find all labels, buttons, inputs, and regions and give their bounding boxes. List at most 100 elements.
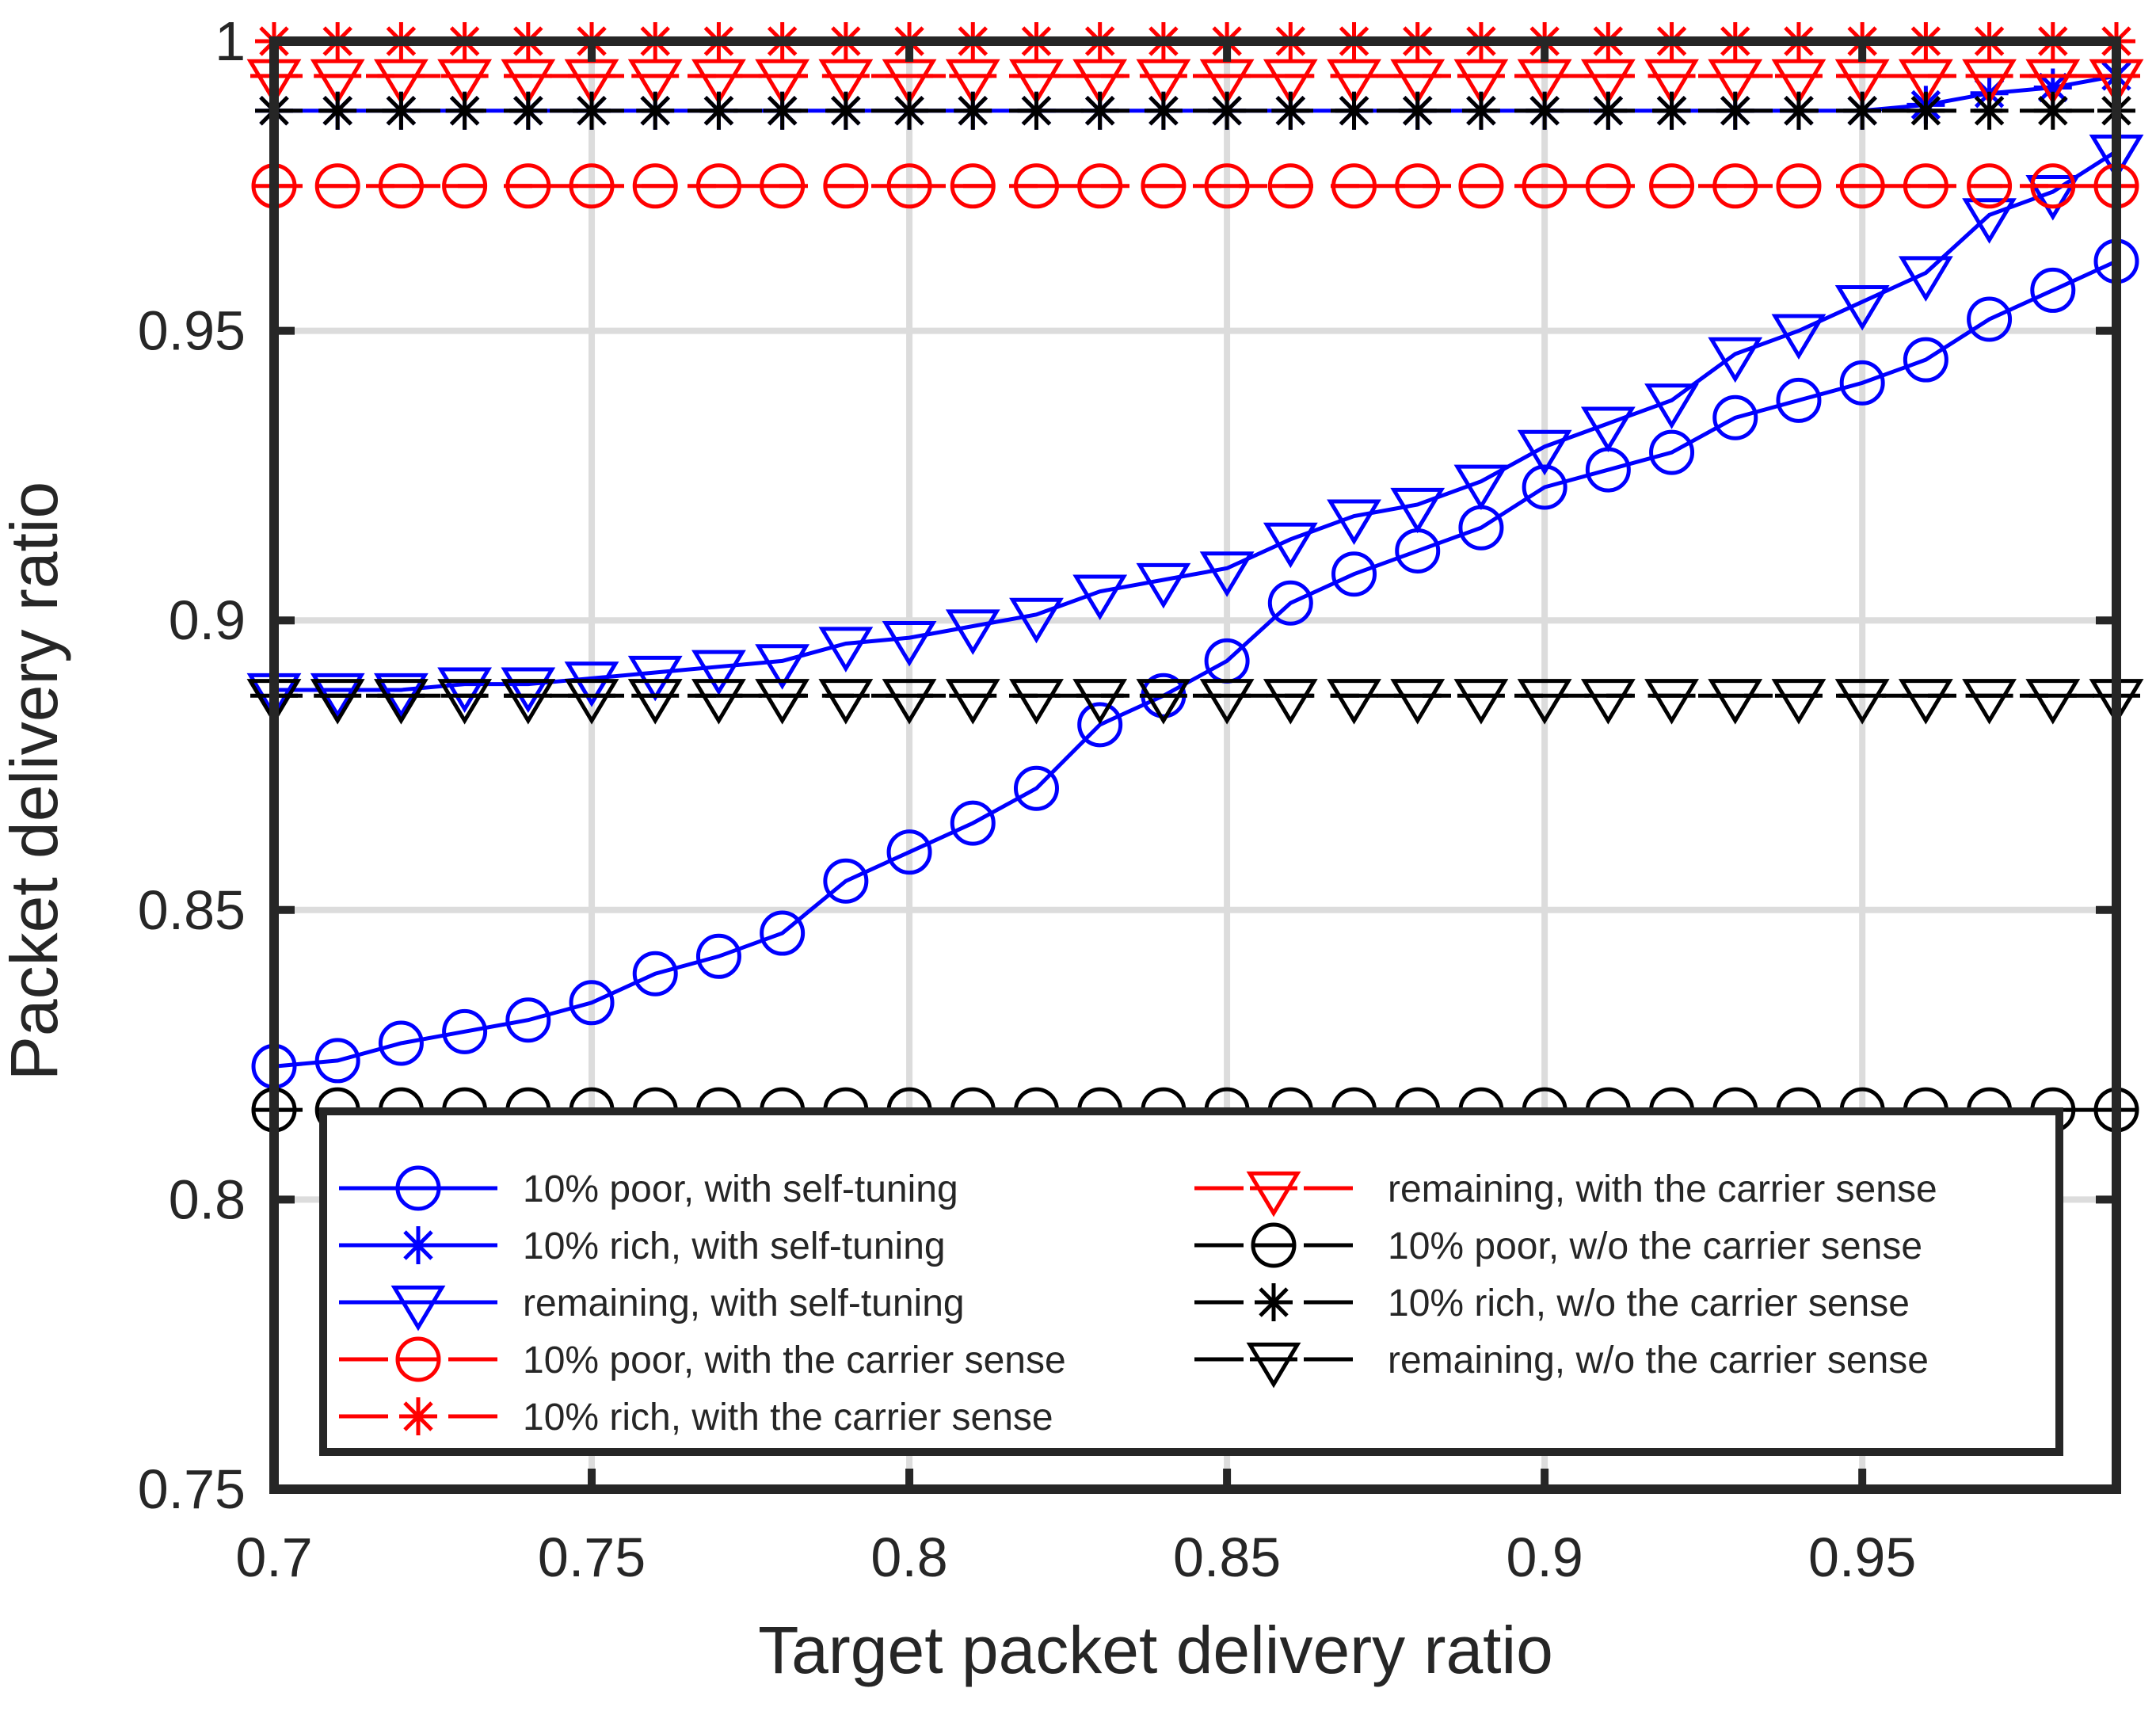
marker-circle bbox=[2030, 267, 2076, 313]
data-point-marker bbox=[1839, 360, 1885, 406]
marker-triangle bbox=[1580, 59, 1636, 105]
legend-item-2: 10% rich, with self-tuning bbox=[339, 1225, 946, 1267]
legend-label: 10% poor, with self-tuning bbox=[523, 1168, 958, 1210]
marker-triangle bbox=[691, 59, 746, 105]
marker-triangle bbox=[1708, 679, 1763, 725]
y-tick-label: 0.85 bbox=[138, 879, 246, 941]
marker-triangle bbox=[1327, 679, 1381, 725]
marker-triangle bbox=[1898, 679, 1953, 725]
marker-stroke bbox=[1974, 96, 2005, 126]
data-point-marker bbox=[1246, 1342, 1301, 1389]
data-point-marker bbox=[818, 627, 874, 673]
data-point-marker bbox=[1263, 679, 1318, 725]
data-point-marker bbox=[318, 91, 357, 130]
data-point-marker bbox=[1589, 91, 1628, 130]
marker-stroke bbox=[1021, 96, 1052, 126]
marker-triangle bbox=[1771, 59, 1827, 105]
data-point-marker bbox=[1204, 163, 1250, 209]
data-point-marker bbox=[1712, 394, 1758, 440]
data-point-marker bbox=[1453, 464, 1509, 511]
marker-triangle bbox=[1580, 406, 1636, 452]
data-point-marker bbox=[1017, 91, 1056, 130]
data-point-marker bbox=[1834, 284, 1890, 331]
data-point-marker bbox=[755, 679, 810, 725]
data-point-marker bbox=[1712, 163, 1758, 209]
marker-circle bbox=[1331, 551, 1377, 597]
marker-stroke bbox=[1466, 96, 1496, 126]
data-point-marker bbox=[564, 661, 619, 707]
data-point-marker bbox=[1144, 91, 1183, 130]
data-point-marker bbox=[1077, 163, 1123, 209]
data-point-marker bbox=[390, 1285, 446, 1332]
data-point-marker bbox=[509, 91, 547, 130]
marker-triangle bbox=[1453, 59, 1509, 105]
legend-label: 10% rich, with the carrier sense bbox=[523, 1397, 1053, 1439]
x-tick-label: 0.8 bbox=[870, 1526, 947, 1588]
marker-circle bbox=[1712, 394, 1758, 440]
legend-item-1: 10% poor, with self-tuning bbox=[339, 1165, 958, 1211]
marker-triangle bbox=[1962, 679, 2017, 725]
data-point-marker bbox=[950, 163, 996, 209]
marker-stroke bbox=[1593, 96, 1624, 126]
data-point-marker bbox=[2030, 163, 2076, 209]
marker-triangle bbox=[2025, 175, 2081, 221]
series-4 bbox=[251, 163, 2139, 209]
data-point-marker bbox=[890, 91, 929, 130]
data-point-marker bbox=[1009, 679, 1064, 725]
data-point-marker bbox=[695, 163, 741, 209]
data-point-marker bbox=[1077, 702, 1123, 748]
data-point-marker bbox=[1522, 163, 1567, 209]
data-point-marker bbox=[1458, 163, 1504, 209]
data-point-marker bbox=[1708, 679, 1763, 725]
marker-circle bbox=[760, 910, 806, 956]
marker-triangle bbox=[1644, 383, 1699, 429]
data-point-marker bbox=[945, 59, 1000, 105]
plot-frame bbox=[269, 36, 2121, 1494]
data-point-marker bbox=[1580, 59, 1636, 105]
legend-item-5: 10% rich, with the carrier sense bbox=[339, 1397, 1053, 1439]
marker-triangle bbox=[1072, 679, 1128, 725]
marker-stroke bbox=[449, 96, 480, 126]
marker-stroke bbox=[1212, 96, 1242, 126]
marker-triangle bbox=[1246, 1342, 1301, 1389]
data-point-marker bbox=[1335, 91, 1373, 130]
data-point-marker bbox=[1585, 163, 1631, 209]
data-point-marker bbox=[573, 91, 611, 130]
data-point-marker bbox=[310, 679, 365, 725]
data-point-marker bbox=[1776, 377, 1822, 423]
data-point-marker bbox=[1522, 464, 1567, 510]
data-point-marker bbox=[636, 91, 675, 130]
data-point-marker bbox=[1776, 163, 1822, 209]
marker-triangle bbox=[1009, 597, 1064, 644]
marker-triangle bbox=[882, 679, 937, 725]
marker-triangle bbox=[1898, 59, 1953, 105]
marker-triangle bbox=[1136, 562, 1191, 609]
marker-stroke bbox=[831, 96, 861, 126]
marker-triangle bbox=[755, 679, 810, 725]
data-point-marker bbox=[1906, 91, 1945, 130]
marker-stroke bbox=[2038, 96, 2068, 126]
data-point-marker bbox=[569, 163, 615, 209]
y-tick-label: 0.9 bbox=[169, 589, 246, 651]
data-point-marker bbox=[445, 91, 484, 130]
data-point-marker bbox=[564, 679, 619, 725]
data-point-marker bbox=[882, 679, 937, 725]
data-point-marker bbox=[760, 163, 806, 209]
marker-triangle bbox=[1708, 337, 1763, 383]
data-point-marker bbox=[1136, 679, 1191, 725]
data-point-marker bbox=[2025, 175, 2081, 221]
data-point-marker bbox=[1390, 59, 1446, 105]
data-point-marker bbox=[886, 163, 932, 209]
marker-stroke bbox=[403, 1401, 433, 1431]
marker-triangle bbox=[1834, 679, 1890, 725]
marker-triangle bbox=[755, 644, 810, 690]
data-point-marker bbox=[2025, 59, 2081, 105]
marker-triangle bbox=[945, 679, 1000, 725]
marker-stroke bbox=[1656, 96, 1687, 126]
data-point-marker bbox=[1903, 337, 1948, 383]
marker-triangle bbox=[1390, 59, 1446, 105]
y-tick-label: 0.95 bbox=[138, 300, 246, 362]
data-point-marker bbox=[1255, 1283, 1293, 1321]
legend-label: remaining, w/o the carrier sense bbox=[1388, 1339, 1929, 1381]
data-point-marker bbox=[1967, 163, 2013, 209]
